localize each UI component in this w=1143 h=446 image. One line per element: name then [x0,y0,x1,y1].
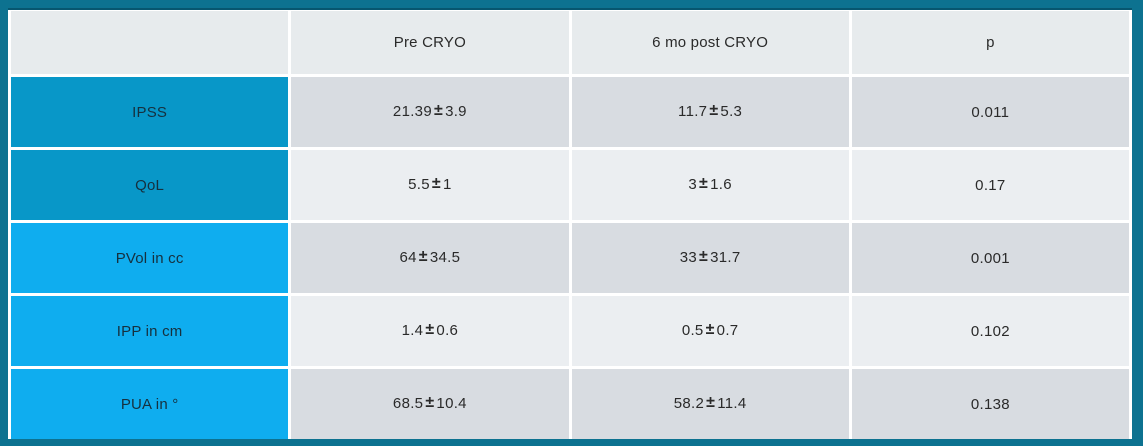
cell-ipss-pre: 21.39 ±3.9 [291,77,569,147]
sd-value: 0.7 [716,322,739,339]
table-body: IPSS 21.39 ±3.9 11.7 ±5.3 0.011 QoL 5.5 ±1 … [11,77,1129,439]
cell-ipp-pre: 1.4 ±0.6 [291,296,569,366]
row-label-qol: QoL [11,150,289,220]
mean-value: 5.5 [408,176,430,193]
row-label-ipss: IPSS [11,77,289,147]
plus-minus-symbol: ± [418,248,428,265]
table-row-pvol: PVol in cc 64 ±34.5 33 ±31.7 0.001 [11,223,1129,293]
plus-minus-symbol: ± [699,248,709,265]
table-row-qol: QoL 5.5 ±1 3 ±1.6 0.17 [11,150,1129,220]
cell-ipp-p: 0.102 [851,296,1129,366]
cell-ipss-p: 0.011 [851,77,1129,147]
corner-empty-cell [11,11,289,74]
table-row-ipss: IPSS 21.39 ±3.9 11.7 ±5.3 0.011 [11,77,1129,147]
plus-minus-symbol: ± [425,321,435,338]
row-label-pvol: PVol in cc [11,223,289,293]
plus-minus-symbol: ± [709,102,719,119]
mean-value: 64 [399,249,417,266]
row-label-ipp: IPP in cm [11,296,289,366]
mean-value: 3 [688,176,698,193]
mean-value: 11.7 [678,103,708,120]
sd-value: 0.6 [436,322,459,339]
table-row-ipp: IPP in cm 1.4 ±0.6 0.5 ±0.7 0.102 [11,296,1129,366]
col-header-pre-cryo: Pre CRYO [291,11,569,74]
sd-value: 11.4 [717,395,747,412]
sd-value: 1 [442,176,452,193]
mean-value: 21.39 [392,103,432,120]
plus-minus-symbol: ± [433,102,444,119]
cell-pvol-pre: 64 ±34.5 [291,223,569,293]
plus-minus-symbol: ± [706,394,716,411]
mean-value: 1.4 [401,322,424,339]
cell-ipp-post: 0.5 ±0.7 [571,296,849,366]
cell-pvol-p: 0.001 [851,223,1129,293]
col-header-p-value: p [851,11,1129,74]
sd-value: 34.5 [429,249,461,266]
sd-value: 5.3 [720,103,743,120]
plus-minus-symbol: ± [425,394,435,411]
sd-value: 1.6 [710,176,732,193]
sd-value: 3.9 [445,103,467,120]
sd-value: 31.7 [710,249,741,266]
mean-value: 68.5 [392,395,424,412]
table-row-pua: PUA in ° 68.5 ±10.4 58.2 ±11.4 0.138 [11,369,1129,439]
plus-minus-symbol: ± [699,175,709,192]
cell-pua-post: 58.2 ±11.4 [571,369,849,439]
table-header: Pre CRYO 6 mo post CRYO p [11,11,1129,74]
cell-qol-p: 0.17 [851,150,1129,220]
mean-value: 0.5 [681,322,704,339]
cryo-results-table: Pre CRYO 6 mo post CRYO p IPSS 21.39 ±3.9… [8,8,1132,442]
row-label-pua: PUA in ° [11,369,289,439]
plus-minus-symbol: ± [705,321,715,338]
cell-pua-p: 0.138 [851,369,1129,439]
cell-ipss-post: 11.7 ±5.3 [571,77,849,147]
cell-qol-post: 3 ±1.6 [571,150,849,220]
cell-pvol-post: 33 ±31.7 [571,223,849,293]
cell-pua-pre: 68.5 ±10.4 [291,369,569,439]
cell-qol-pre: 5.5 ±1 [291,150,569,220]
plus-minus-symbol: ± [431,175,441,192]
sd-value: 10.4 [436,395,467,412]
header-row: Pre CRYO 6 mo post CRYO p [11,11,1129,74]
mean-value: 58.2 [673,395,705,412]
mean-value: 33 [679,249,698,266]
col-header-post-cryo: 6 mo post CRYO [571,11,849,74]
